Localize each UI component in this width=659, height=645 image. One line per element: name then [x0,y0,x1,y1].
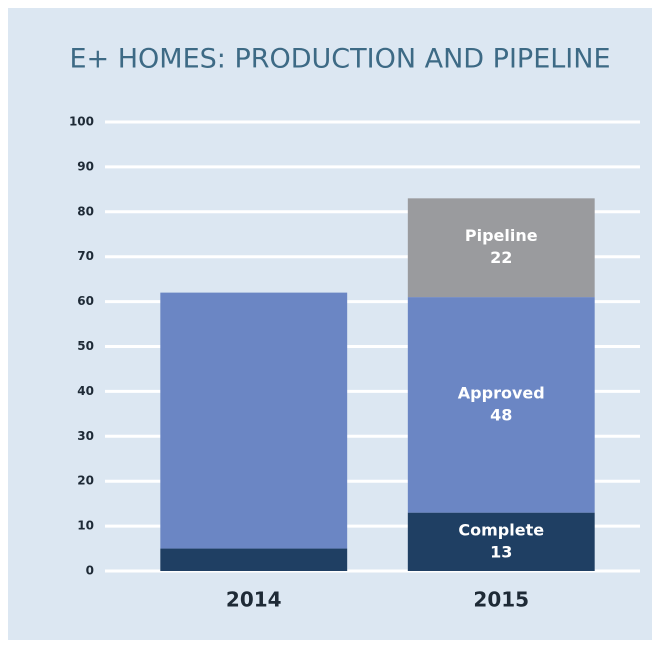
y-tick-label: 30 [77,429,94,443]
data-label: 22 [490,248,512,267]
bar-segment [407,512,595,571]
segment-name: Complete [458,520,544,539]
x-tick-label: 2015 [473,588,529,612]
chart-title: E+ HOMES: PRODUCTION AND PIPELINE [69,44,610,75]
y-tick-label: 0 [86,564,94,578]
bar-segment [160,292,348,549]
y-tick-label: 40 [77,384,94,398]
y-tick-label: 50 [77,339,94,353]
data-label: 13 [490,542,512,561]
data-label: 48 [490,405,512,424]
y-tick-label: 20 [77,474,94,488]
bar-segment [407,198,595,298]
y-tick-label: 10 [77,519,94,533]
bar-segment [407,297,595,513]
y-tick-label: 80 [77,204,94,218]
bar-segment [160,548,348,571]
y-tick-label: 70 [77,249,94,263]
y-tick-label: 60 [77,294,94,308]
y-tick-label: 90 [77,159,94,173]
x-tick-label: 2014 [226,588,282,612]
segment-name: Pipeline [465,226,538,245]
y-tick-label: 100 [69,115,94,129]
segment-name: Approved [458,383,545,402]
